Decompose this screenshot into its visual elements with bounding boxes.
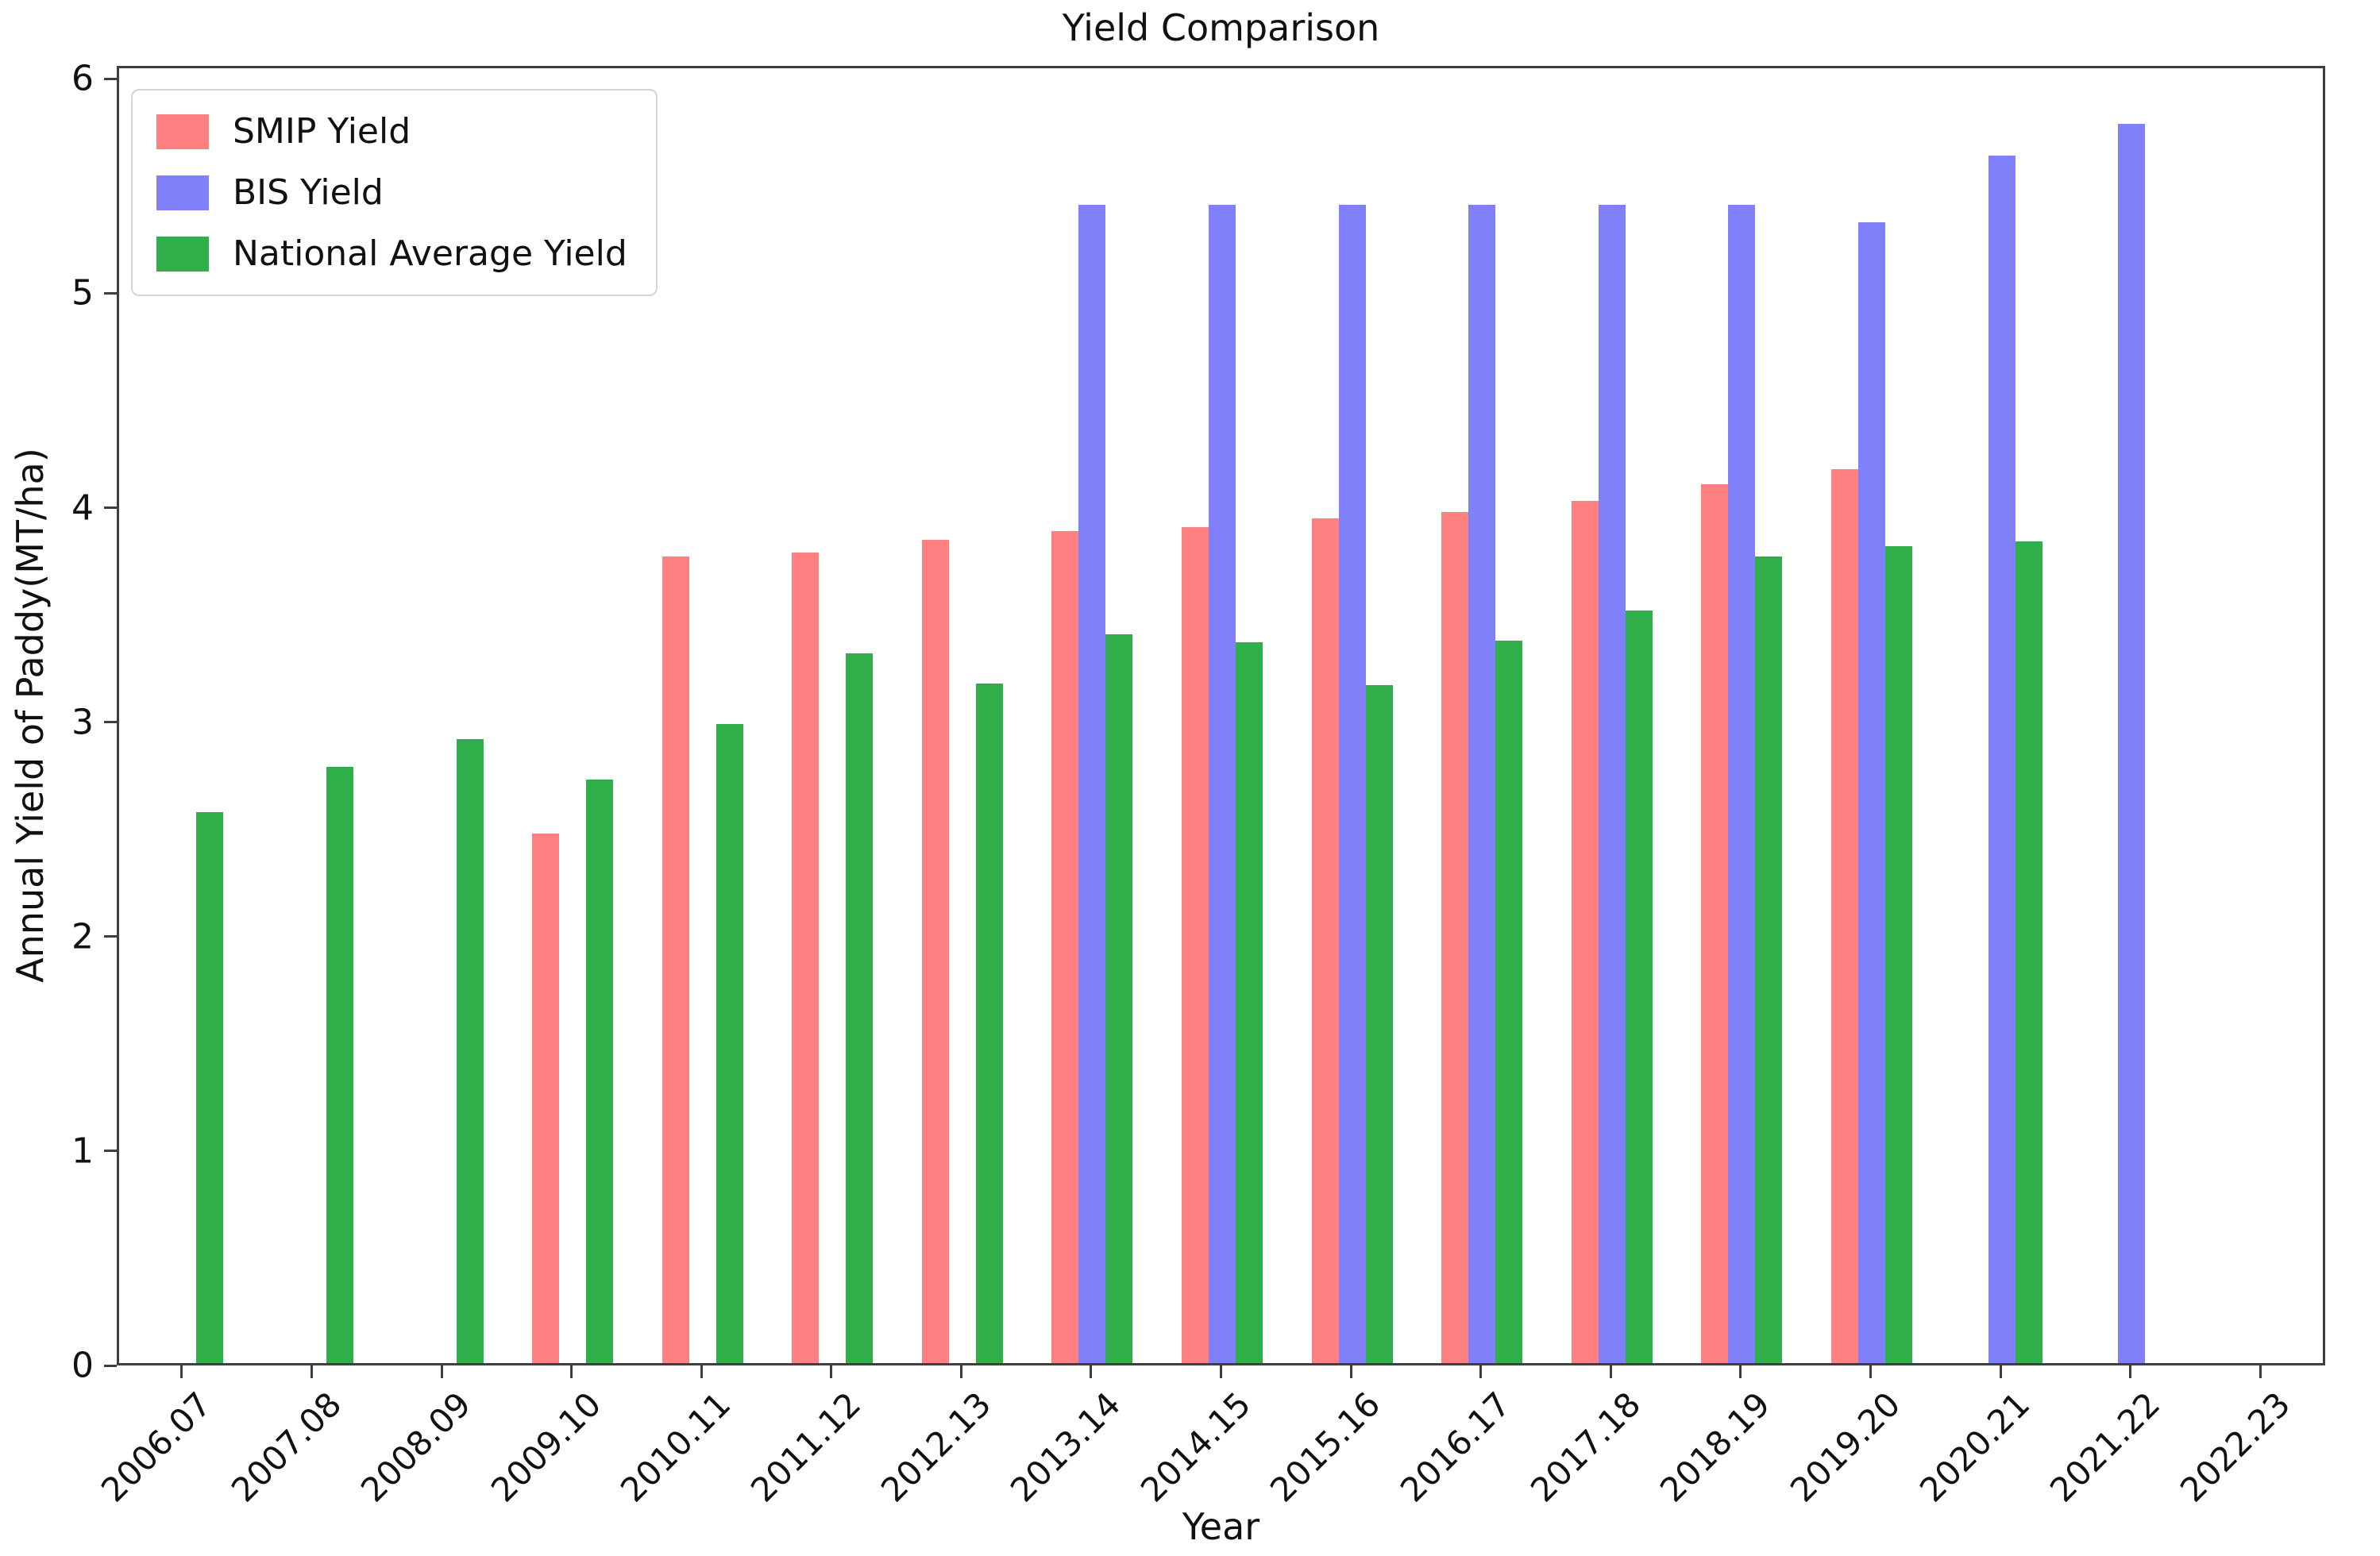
bar-national-average-yield-2017.18 xyxy=(1625,610,1653,1363)
x-tick-label: 2020.21 xyxy=(1912,1385,2038,1510)
x-tick-label: 2015.16 xyxy=(1263,1385,1388,1510)
bar-national-average-yield-2020.21 xyxy=(2015,541,2042,1363)
y-tick-mark xyxy=(104,77,117,80)
x-tick-mark xyxy=(180,1365,183,1378)
x-tick-mark xyxy=(1609,1365,1612,1378)
bar-national-average-yield-2019.20 xyxy=(1884,545,1912,1363)
y-tick-mark xyxy=(104,1364,117,1367)
bar-national-average-yield-2009.10 xyxy=(586,780,614,1363)
bar-national-average-yield-2007.08 xyxy=(326,767,353,1363)
bar-bis-yield-2018.19 xyxy=(1728,205,1756,1363)
bar-smip-yield-2012.13 xyxy=(921,539,949,1363)
bar-bis-yield-2016.17 xyxy=(1468,205,1496,1363)
y-tick-mark xyxy=(104,721,117,724)
x-tick-label: 2022.23 xyxy=(2172,1385,2297,1510)
legend-item-national-average-yield: National Average Yield xyxy=(156,233,627,274)
bar-national-average-yield-2006.07 xyxy=(196,811,224,1363)
x-tick-label: 2016.17 xyxy=(1392,1385,1518,1510)
x-tick-label: 2006.07 xyxy=(93,1385,219,1510)
bar-national-average-yield-2011.12 xyxy=(846,653,874,1363)
x-tick-mark xyxy=(1349,1365,1352,1378)
bar-smip-yield-2011.12 xyxy=(792,552,820,1363)
y-tick-label: 6 xyxy=(71,58,94,99)
y-tick-label: 5 xyxy=(71,272,94,314)
x-tick-label: 2010.11 xyxy=(613,1385,739,1510)
y-tick-label: 1 xyxy=(71,1130,94,1172)
x-tick-label: 2012.13 xyxy=(873,1385,998,1510)
x-tick-label: 2011.12 xyxy=(743,1385,869,1510)
bar-bis-yield-2020.21 xyxy=(1988,156,2015,1363)
x-tick-mark xyxy=(830,1365,833,1378)
bar-national-average-yield-2014.15 xyxy=(1236,642,1263,1363)
legend-label: BIS Yield xyxy=(233,172,384,213)
x-tick-mark xyxy=(440,1365,443,1378)
bar-bis-yield-2013.14 xyxy=(1078,205,1106,1363)
x-tick-mark xyxy=(1479,1365,1483,1378)
x-tick-mark xyxy=(1999,1365,2002,1378)
bar-smip-yield-2009.10 xyxy=(532,833,560,1363)
y-tick-label: 3 xyxy=(71,702,94,743)
bar-national-average-yield-2018.19 xyxy=(1755,557,1783,1363)
x-axis-label: Year xyxy=(1182,1505,1260,1548)
bar-national-average-yield-2016.17 xyxy=(1495,640,1523,1363)
bar-bis-yield-2015.16 xyxy=(1338,205,1366,1363)
y-tick-mark xyxy=(104,291,117,295)
x-tick-label: 2014.15 xyxy=(1132,1385,1259,1510)
x-tick-label: 2007.08 xyxy=(223,1385,349,1510)
bar-smip-yield-2019.20 xyxy=(1830,468,1858,1363)
y-tick-mark xyxy=(104,506,117,509)
y-tick-label: 4 xyxy=(71,487,94,528)
x-tick-mark xyxy=(700,1365,703,1378)
bar-smip-yield-2016.17 xyxy=(1441,511,1469,1363)
x-tick-label: 2019.20 xyxy=(1782,1385,1908,1510)
x-tick-mark xyxy=(1869,1365,1872,1378)
bar-smip-yield-2013.14 xyxy=(1051,530,1079,1363)
bar-bis-yield-2014.15 xyxy=(1209,205,1236,1363)
legend-swatch-icon xyxy=(156,175,209,210)
y-tick-label: 0 xyxy=(71,1345,94,1386)
x-tick-mark xyxy=(1739,1365,1742,1378)
legend-swatch-icon xyxy=(156,236,209,272)
bar-smip-yield-2018.19 xyxy=(1701,483,1729,1363)
y-tick-mark xyxy=(104,1150,117,1153)
x-tick-mark xyxy=(959,1365,962,1378)
y-tick-label: 2 xyxy=(71,916,94,957)
x-tick-label: 2013.14 xyxy=(1003,1385,1128,1510)
x-tick-label: 2018.19 xyxy=(1653,1385,1778,1510)
bar-national-average-yield-2008.09 xyxy=(456,738,484,1363)
x-tick-label: 2017.18 xyxy=(1522,1385,1648,1510)
bar-bis-yield-2017.18 xyxy=(1598,205,1626,1363)
bar-national-average-yield-2012.13 xyxy=(975,683,1003,1363)
bar-bis-yield-2021.22 xyxy=(2118,123,2146,1363)
y-tick-mark xyxy=(104,935,117,938)
x-tick-label: 2008.09 xyxy=(353,1385,479,1510)
bar-smip-yield-2015.16 xyxy=(1311,518,1339,1363)
bar-national-average-yield-2010.11 xyxy=(716,724,743,1363)
plot-area xyxy=(117,66,2325,1365)
legend: SMIP Yield BIS Yield National Average Yiel… xyxy=(131,89,658,296)
x-tick-mark xyxy=(310,1365,313,1378)
bar-smip-yield-2010.11 xyxy=(662,557,689,1363)
legend-label: SMIP Yield xyxy=(233,111,411,152)
x-tick-mark xyxy=(570,1365,573,1378)
x-tick-mark xyxy=(1220,1365,1222,1378)
bar-smip-yield-2014.15 xyxy=(1182,526,1209,1363)
chart-title: Yield Comparison xyxy=(1062,6,1380,49)
legend-item-smip-yield: SMIP Yield xyxy=(156,111,627,152)
bar-national-average-yield-2015.16 xyxy=(1365,685,1393,1363)
legend-label: National Average Yield xyxy=(233,233,627,274)
x-tick-mark xyxy=(2129,1365,2132,1378)
bar-national-average-yield-2013.14 xyxy=(1105,634,1133,1363)
x-tick-mark xyxy=(2258,1365,2262,1378)
x-tick-label: 2009.10 xyxy=(483,1385,609,1510)
bar-smip-yield-2017.18 xyxy=(1571,501,1599,1363)
legend-item-bis-yield: BIS Yield xyxy=(156,172,627,213)
x-tick-label: 2021.22 xyxy=(2042,1385,2168,1510)
bar-bis-yield-2019.20 xyxy=(1857,221,1885,1363)
legend-swatch-icon xyxy=(156,114,209,149)
x-tick-mark xyxy=(1090,1365,1093,1378)
